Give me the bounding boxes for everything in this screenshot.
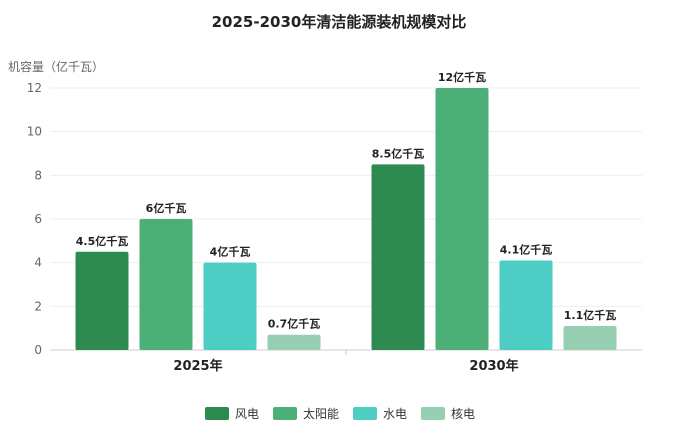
- bar[interactable]: [371, 164, 425, 350]
- y-tick-label: 4: [34, 256, 42, 270]
- y-tick-label: 6: [34, 212, 42, 226]
- data-label: 6亿千瓦: [146, 201, 187, 215]
- data-label: 4.1亿千瓦: [500, 242, 553, 256]
- data-label: 1.1亿千瓦: [564, 308, 617, 322]
- legend-swatch: [273, 407, 297, 420]
- bar[interactable]: [499, 260, 553, 350]
- legend[interactable]: 风电 太阳能 水电 核电: [205, 406, 475, 421]
- x-axis-ticks: 2025年 2030年: [173, 350, 519, 374]
- y-tick-label: 2: [34, 299, 42, 313]
- bars: [75, 88, 617, 350]
- data-labels: 4.5亿千瓦 6亿千瓦 4亿千瓦 0.7亿千瓦 8.5亿千瓦 12亿千瓦 4.1亿千瓦 1.1…: [76, 70, 617, 331]
- bar[interactable]: [203, 262, 257, 350]
- legend-label: 水电: [383, 407, 407, 421]
- data-label: 4.5亿千瓦: [76, 234, 129, 248]
- data-label: 0.7亿千瓦: [268, 317, 321, 331]
- legend-swatch: [205, 407, 229, 420]
- grid-lines: [50, 87, 642, 351]
- bar[interactable]: [75, 251, 129, 350]
- bar[interactable]: [435, 88, 489, 350]
- y-axis-ticks: 0 2 4 6 8 10 12: [27, 81, 42, 357]
- legend-item[interactable]: 太阳能: [273, 406, 339, 421]
- x-tick-label: 2025年: [173, 358, 222, 374]
- data-label: 4亿千瓦: [210, 245, 251, 259]
- bar[interactable]: [267, 334, 321, 350]
- bar[interactable]: [139, 219, 193, 350]
- legend-swatch: [421, 407, 445, 420]
- legend-item[interactable]: 水电: [353, 407, 407, 421]
- legend-label: 太阳能: [303, 406, 339, 421]
- legend-swatch: [353, 407, 377, 420]
- y-tick-label: 12: [27, 81, 42, 95]
- legend-item[interactable]: 风电: [205, 407, 259, 421]
- y-axis-label: 机容量（亿千瓦）: [8, 59, 104, 74]
- x-tick-label: 2030年: [469, 358, 518, 374]
- data-label: 8.5亿千瓦: [372, 146, 425, 160]
- legend-item[interactable]: 核电: [421, 407, 475, 421]
- legend-label: 风电: [235, 407, 259, 421]
- legend-label: 核电: [451, 407, 475, 421]
- y-tick-label: 10: [27, 125, 42, 139]
- y-tick-label: 8: [34, 168, 42, 182]
- data-label: 12亿千瓦: [438, 70, 486, 84]
- y-tick-label: 0: [34, 343, 42, 357]
- chart-title: 2025-2030年清洁能源装机规模对比: [212, 13, 467, 31]
- bar[interactable]: [563, 325, 617, 350]
